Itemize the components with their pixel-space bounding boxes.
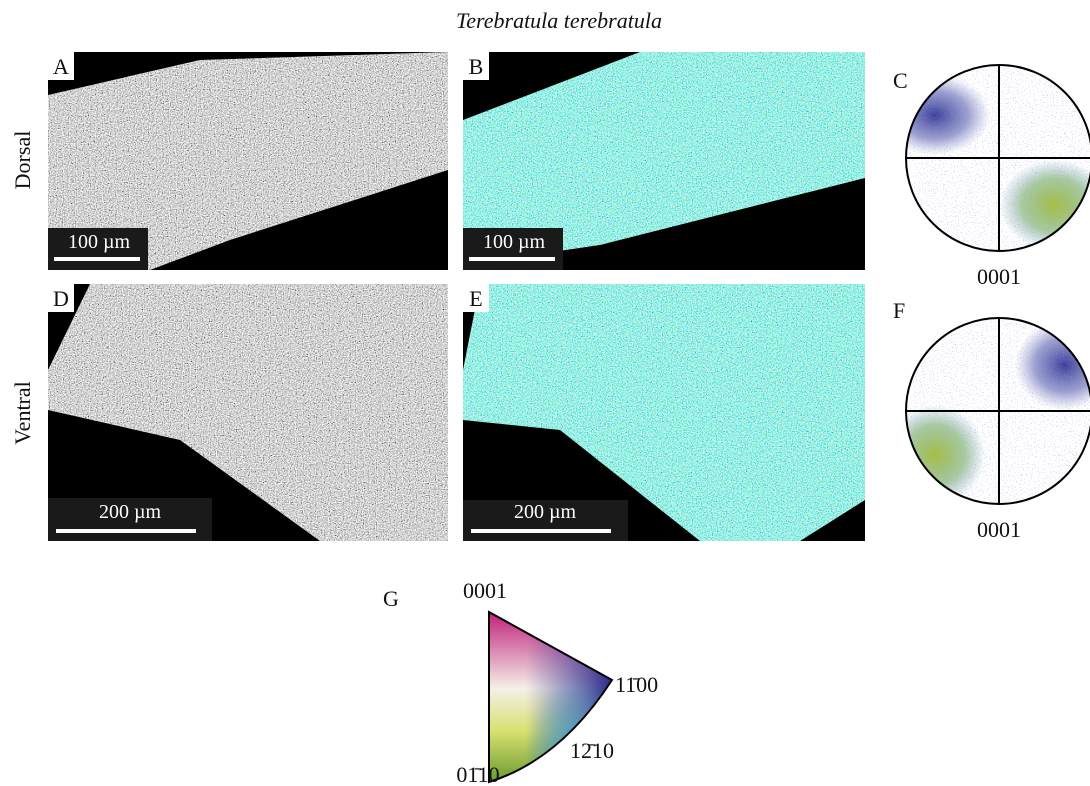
scale-bar-label: 200 µm — [99, 501, 162, 523]
panel-image: B 100 µm — [463, 52, 865, 270]
key-corner-label: 01̄10 — [456, 762, 499, 786]
scale-bar-label: 100 µm — [68, 231, 131, 253]
panel-label: F — [893, 298, 905, 323]
figure-title: Terebratula terebratula — [456, 8, 662, 33]
pole-figure-label: 0001 — [977, 264, 1021, 289]
panel-label: B — [469, 54, 484, 79]
key-corner-label: 11̄00 — [615, 672, 658, 697]
scale-bar-label: 100 µm — [483, 231, 546, 253]
panel-label: A — [53, 54, 69, 79]
row-label: Dorsal — [10, 131, 35, 190]
row-label: Ventral — [10, 381, 35, 445]
panel-label: D — [53, 286, 69, 311]
panel-image: A 100 µm — [48, 52, 448, 270]
pole-figure-label: 0001 — [977, 517, 1021, 542]
panel-label: C — [893, 68, 908, 93]
panel-label: G — [383, 586, 399, 611]
color-key: G 0001 11̄00 12̄10 01̄10 — [383, 578, 658, 786]
pole-figure: C 0001 — [893, 64, 1090, 289]
panel-label: E — [469, 286, 482, 311]
key-corner-label: 12̄10 — [570, 738, 614, 763]
pole-figure: F 0001 — [893, 298, 1090, 542]
panel-image: D 200 µm — [48, 284, 448, 541]
key-corner-label: 0001 — [463, 578, 507, 603]
scale-bar-label: 200 µm — [514, 501, 577, 523]
panel-image: E 200 µm — [463, 284, 865, 541]
